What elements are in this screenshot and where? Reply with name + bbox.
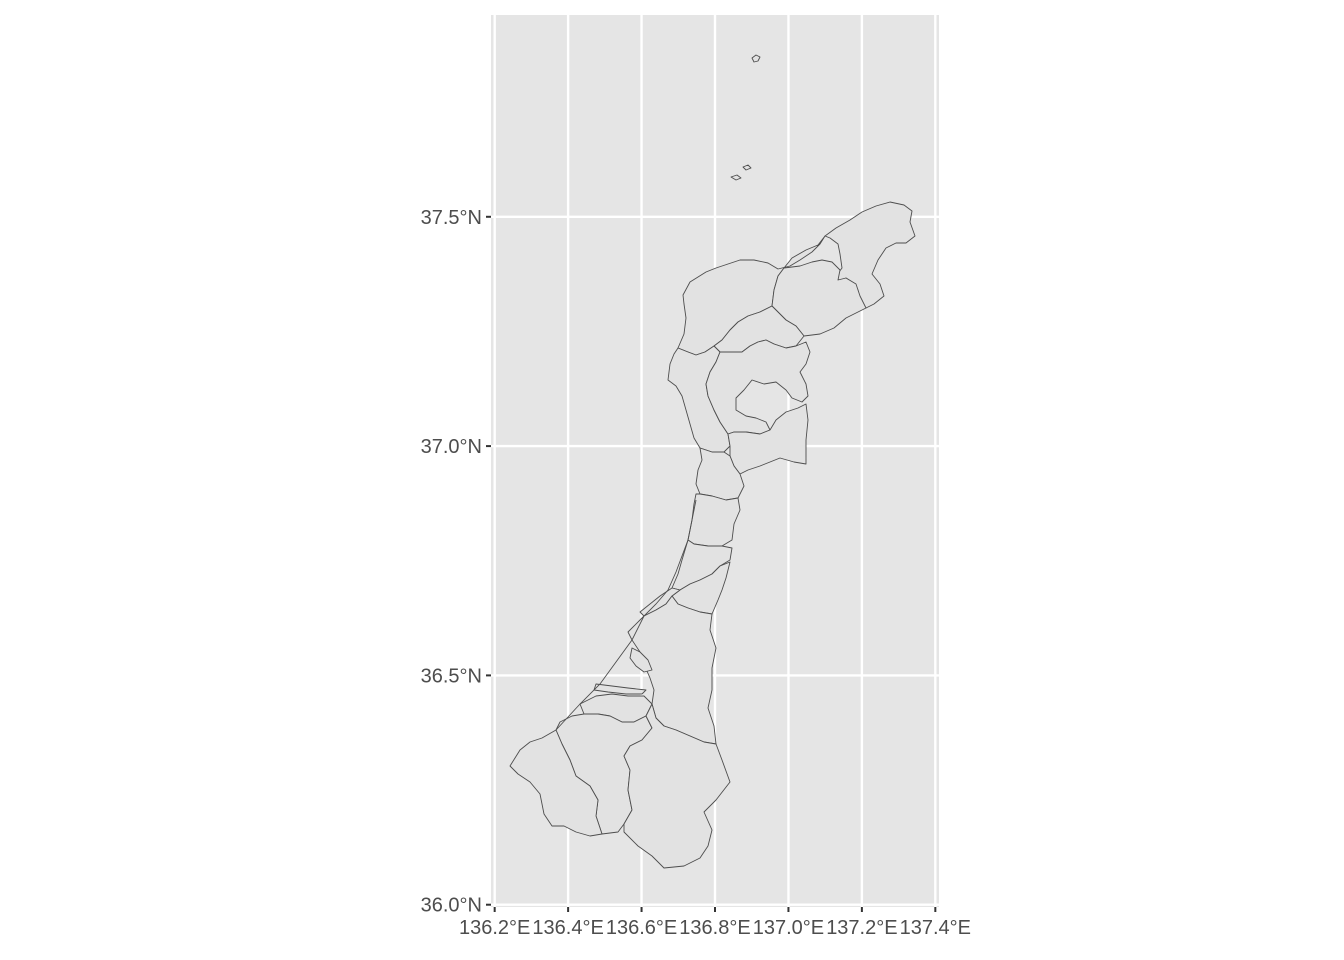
municipality-nanao <box>705 339 811 435</box>
y-tick-label: 36.0°N <box>421 895 482 917</box>
x-axis: 136.2°E 136.4°E 136.6°E 136.8°E 137.0°E 137.2… <box>459 907 971 939</box>
municipality-kaga <box>509 729 603 837</box>
x-tick-label: 137.0°E <box>753 917 824 939</box>
x-tick-label: 136.2°E <box>459 917 530 939</box>
ishikawa-map <box>509 54 916 869</box>
x-tick-label: 136.6°E <box>606 917 677 939</box>
x-tick-label: 136.8°E <box>679 917 750 939</box>
municipality-nonoichi <box>629 647 653 673</box>
y-tick-label: 36.5°N <box>421 665 482 687</box>
x-tick-label: 137.4°E <box>900 917 971 939</box>
municipality-hakusan <box>623 703 731 869</box>
island-hegurajima <box>751 54 761 63</box>
municipality-noto <box>771 259 867 337</box>
x-tick-label: 136.4°E <box>532 917 603 939</box>
y-axis: 36.0°N 36.5°N 37.0°N 37.5°N <box>421 207 491 917</box>
island-nanatsujima-2 <box>730 174 742 181</box>
island-nanatsujima-1 <box>742 164 752 171</box>
x-tick-label: 137.2°E <box>826 917 897 939</box>
coastline-strip <box>555 499 697 731</box>
y-tick-label: 37.5°N <box>421 207 482 229</box>
municipality-kawakita <box>593 683 647 695</box>
y-tick-label: 37.0°N <box>421 436 482 458</box>
